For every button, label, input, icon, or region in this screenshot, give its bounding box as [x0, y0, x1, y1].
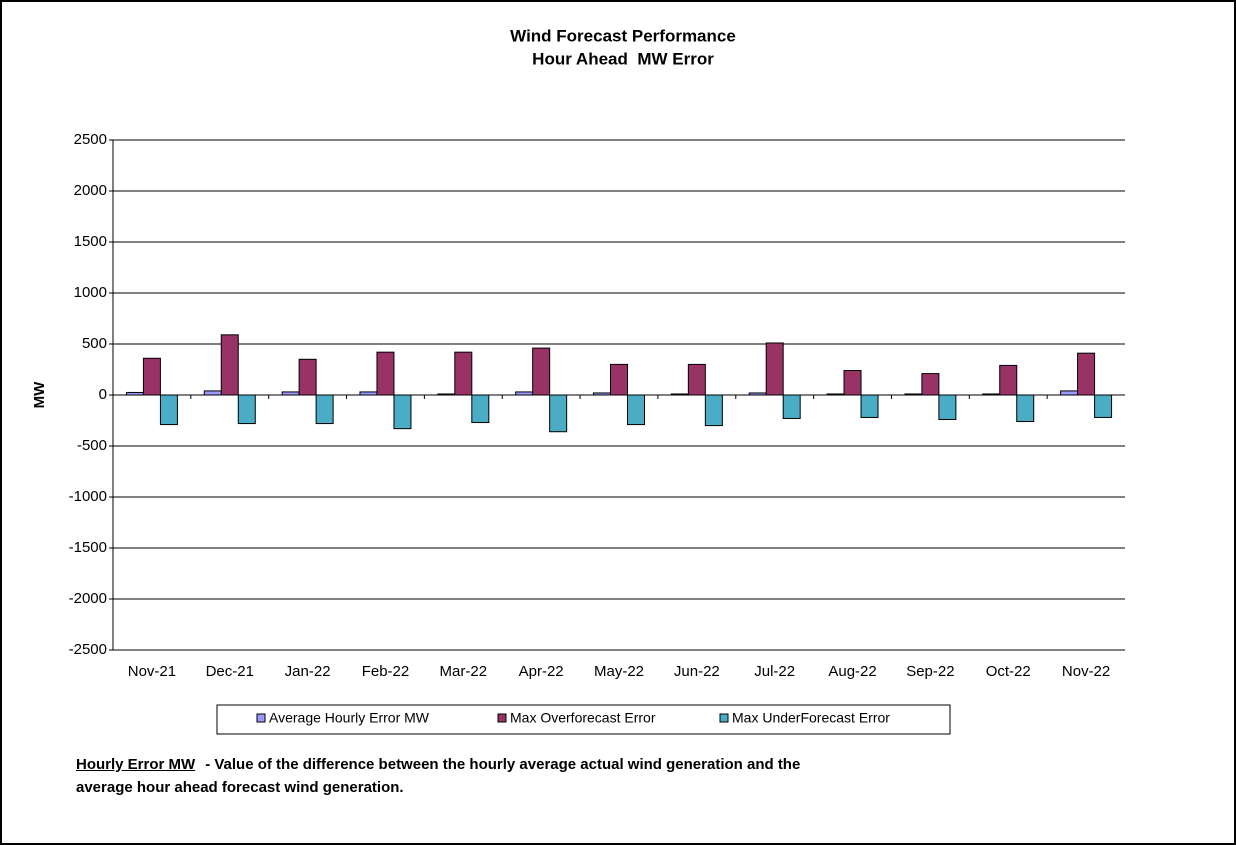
bar	[1060, 390, 1079, 396]
x-tick-label: Sep-22	[906, 663, 954, 680]
legend-label: Average Hourly Error MW	[269, 710, 430, 726]
bar	[982, 393, 1001, 396]
bar	[454, 351, 473, 396]
bar	[125, 391, 144, 396]
bar	[1094, 394, 1113, 418]
bar	[1077, 352, 1096, 396]
bar	[921, 373, 940, 396]
bar	[938, 394, 957, 420]
bar	[515, 391, 534, 396]
footnote-text: average hour ahead forecast wind generat…	[76, 779, 404, 796]
x-tick-label: Nov-21	[128, 663, 176, 680]
x-tick-label: Jun-22	[674, 663, 720, 680]
bar	[610, 363, 628, 396]
bar	[627, 394, 645, 426]
legend-swatch	[497, 713, 507, 723]
chart-subtitle: Hour Ahead MW Error	[532, 49, 714, 68]
bar	[860, 394, 879, 418]
bar	[203, 390, 222, 396]
bar	[782, 394, 801, 419]
x-tick-label: Feb-22	[362, 663, 410, 680]
y-tick-label: 1500	[74, 233, 107, 250]
bar	[687, 363, 706, 396]
y-tick-label: 500	[82, 335, 107, 352]
bar	[393, 394, 412, 430]
bar	[359, 391, 378, 396]
bar	[471, 394, 490, 424]
x-tick-label: Jul-22	[754, 663, 795, 680]
y-tick-label: -2000	[69, 590, 107, 607]
bar	[142, 357, 161, 396]
legend-label: Max UnderForecast Error	[732, 710, 890, 726]
x-tick-label: Nov-22	[1062, 663, 1110, 680]
footnote-text: - Value of the difference between the ho…	[205, 756, 801, 773]
bar	[843, 370, 862, 396]
x-tick-label: Mar-22	[440, 663, 488, 680]
x-tick-label: Dec-21	[206, 663, 254, 680]
legend-swatch	[719, 713, 729, 723]
y-tick-label: -1500	[69, 539, 107, 556]
bar	[826, 393, 845, 396]
y-tick-label: 0	[99, 386, 107, 403]
y-tick-label: 2500	[74, 131, 107, 148]
bar	[237, 394, 256, 425]
x-tick-label: Aug-22	[828, 663, 876, 680]
bar	[159, 394, 178, 426]
footnote-line: Hourly Error MW - Value of the difference…	[76, 756, 800, 773]
bar	[765, 342, 784, 396]
y-tick-label: -2500	[69, 641, 107, 658]
bar	[748, 392, 767, 396]
bar	[999, 364, 1018, 396]
bar	[220, 334, 239, 396]
x-tick-label: Jan-22	[285, 663, 331, 680]
y-tick-label: 2000	[74, 182, 107, 199]
bar	[593, 392, 611, 396]
bar	[549, 394, 568, 433]
bar	[281, 391, 300, 396]
bar	[376, 351, 395, 396]
bar	[315, 394, 334, 425]
x-tick-label: Oct-22	[986, 663, 1031, 680]
x-tick-label: Apr-22	[519, 663, 564, 680]
footnote-term: Hourly Error MW	[76, 756, 196, 773]
legend-label: Max Overforecast Error	[510, 710, 656, 726]
bar	[298, 358, 317, 396]
y-tick-label: 1000	[74, 284, 107, 301]
y-tick-label: -1000	[69, 488, 107, 505]
bar	[904, 393, 923, 396]
y-tick-label: -500	[77, 437, 107, 454]
x-tick-label: May-22	[594, 663, 644, 680]
bar	[1016, 394, 1035, 423]
legend-swatch	[256, 713, 266, 723]
legend-box	[216, 704, 951, 735]
y-axis-label: MW	[31, 381, 48, 408]
bar	[437, 393, 456, 396]
bar	[532, 347, 551, 396]
bar	[704, 394, 723, 427]
bar	[670, 393, 689, 396]
chart-title: Wind Forecast Performance	[510, 26, 736, 45]
